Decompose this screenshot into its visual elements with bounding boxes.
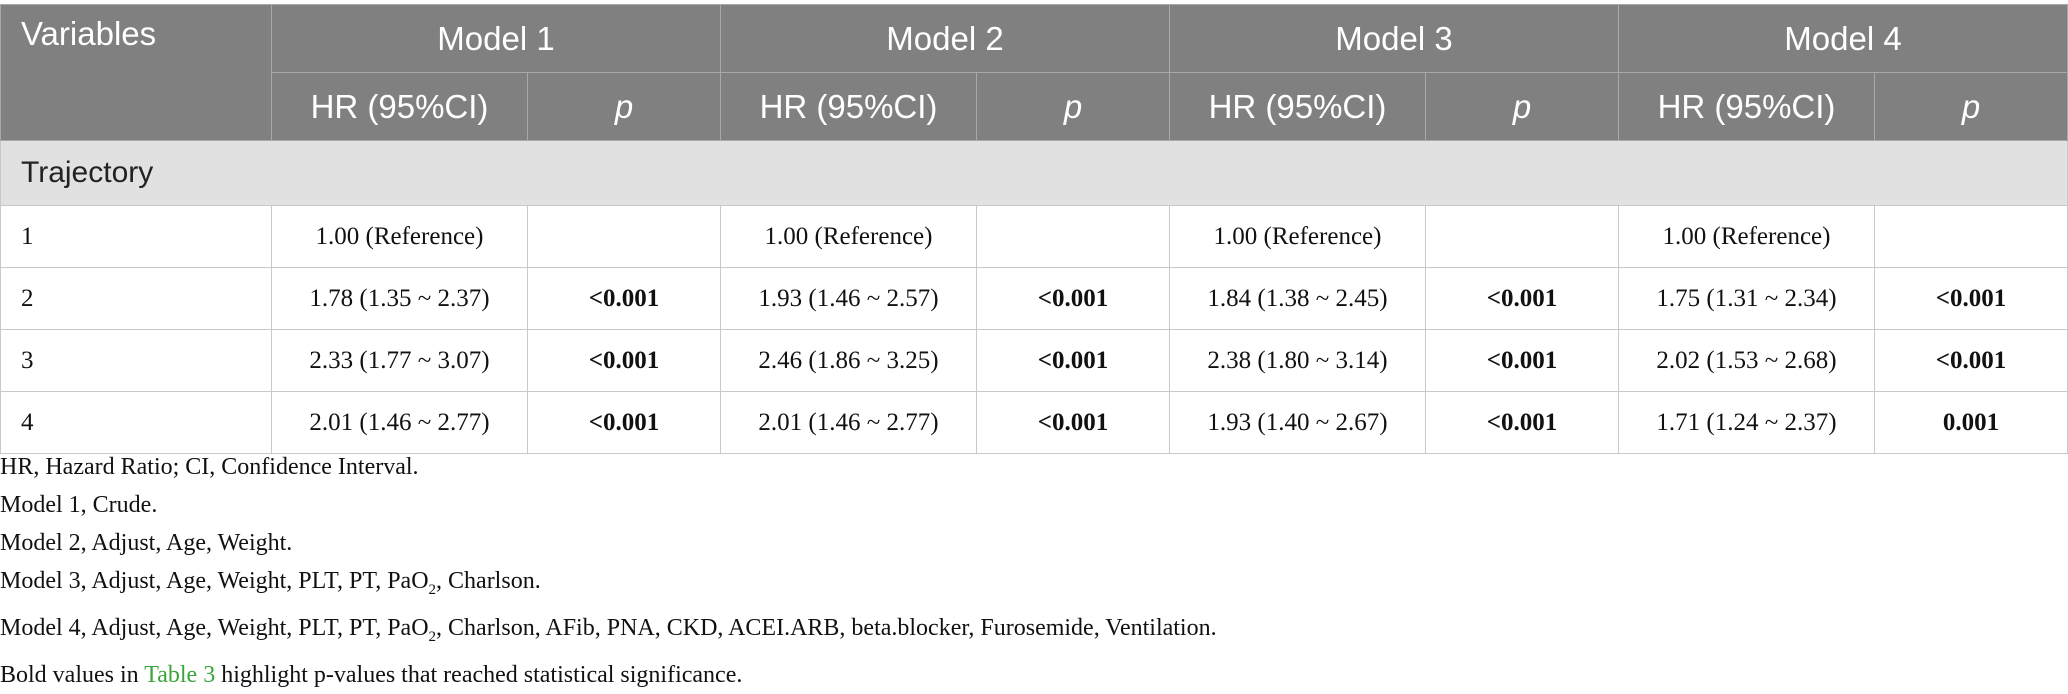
footnote-text: highlight p-values that reached statisti… [215, 661, 743, 688]
p-cell: <0.001 [527, 391, 721, 454]
header-model-2: Model 2 [720, 4, 1170, 73]
table-row: 1 1.00 (Reference) 1.00 (Reference) 1.00… [0, 205, 2068, 268]
row-label: 4 [0, 391, 272, 454]
footnote-text: , Charlson, AFib, PNA, CKD, ACEI.ARB, be… [436, 614, 1217, 641]
subscript: 2 [428, 581, 437, 598]
results-table: Variables Model 1 Model 2 Model 3 Model … [0, 4, 2068, 454]
hr-cell: 1.75 (1.31 ~ 2.34) [1618, 267, 1875, 330]
section-row: Trajectory [0, 140, 2068, 206]
header-variables: Variables [0, 4, 272, 141]
hr-cell: 1.71 (1.24 ~ 2.37) [1618, 391, 1875, 454]
header-row-stats: HR (95%CI) p HR (95%CI) p HR (95%CI) p H… [1, 72, 2068, 141]
hr-cell: 1.00 (Reference) [271, 205, 528, 268]
table-row: 4 2.01 (1.46 ~ 2.77) <0.001 2.01 (1.46 ~… [0, 391, 2068, 454]
hr-cell: 2.38 (1.80 ~ 3.14) [1169, 329, 1426, 392]
footnote-text: , Charlson. [436, 568, 541, 594]
p-cell [1425, 205, 1619, 268]
p-cell: <0.001 [1425, 329, 1619, 392]
p-cell: <0.001 [976, 391, 1170, 454]
hr-cell: 2.46 (1.86 ~ 3.25) [720, 329, 977, 392]
p-cell: <0.001 [1874, 267, 2068, 330]
table-link[interactable]: Table 3 [144, 661, 216, 688]
table-row: 3 2.33 (1.77 ~ 3.07) <0.001 2.46 (1.86 ~… [0, 329, 2068, 392]
hr-cell: 1.00 (Reference) [1169, 205, 1426, 268]
p-cell: <0.001 [1425, 391, 1619, 454]
section-title: Trajectory [0, 140, 2068, 206]
hr-cell: 2.01 (1.46 ~ 2.77) [271, 391, 528, 454]
hr-cell: 1.00 (Reference) [720, 205, 977, 268]
table-footnotes: HR, Hazard Ratio; CI, Confidence Interva… [0, 448, 1217, 694]
table-row: 2 1.78 (1.35 ~ 2.37) <0.001 1.93 (1.46 ~… [0, 267, 2068, 330]
hr-cell: 1.00 (Reference) [1618, 205, 1875, 268]
header-hr: HR (95%CI) [271, 72, 528, 141]
header-row-models: Variables Model 1 Model 2 Model 3 Model … [0, 4, 2068, 141]
subscript: 2 [428, 628, 437, 645]
header-model-3: Model 3 [1169, 4, 1619, 73]
hr-cell: 1.93 (1.46 ~ 2.57) [720, 267, 977, 330]
row-label: 3 [0, 329, 272, 392]
hr-cell: 1.84 (1.38 ~ 2.45) [1169, 267, 1426, 330]
hr-cell: 2.01 (1.46 ~ 2.77) [720, 391, 977, 454]
p-cell: <0.001 [1874, 329, 2068, 392]
p-cell [976, 205, 1170, 268]
header-p: p [976, 72, 1170, 141]
header-model-1: Model 1 [271, 4, 721, 73]
p-cell: <0.001 [976, 267, 1170, 330]
p-cell: 0.001 [1874, 391, 2068, 454]
footnote: Model 3, Adjust, Age, Weight, PLT, PT, P… [0, 562, 1217, 609]
p-cell [1874, 205, 2068, 268]
header-hr: HR (95%CI) [720, 72, 977, 141]
header-hr: HR (95%CI) [1618, 72, 1875, 141]
row-label: 2 [0, 267, 272, 330]
header-hr: HR (95%CI) [1169, 72, 1426, 141]
footnote: Model 4, Adjust, Age, Weight, PLT, PT, P… [0, 609, 1217, 656]
p-cell: <0.001 [527, 267, 721, 330]
p-cell: <0.001 [1425, 267, 1619, 330]
footnote: HR, Hazard Ratio; CI, Confidence Interva… [0, 454, 419, 480]
header-model-4: Model 4 [1618, 4, 2068, 73]
footnote: Model 1, Crude. [0, 492, 158, 518]
p-cell [527, 205, 721, 268]
header-p: p [527, 72, 721, 141]
p-cell: <0.001 [527, 329, 721, 392]
footnote: Bold values in Table 3 highlight p-value… [0, 656, 1217, 694]
p-cell: <0.001 [976, 329, 1170, 392]
footnote-text: Bold values in [0, 661, 145, 688]
hr-cell: 2.33 (1.77 ~ 3.07) [271, 329, 528, 392]
header-p: p [1874, 72, 2068, 141]
footnote-text: Model 4, Adjust, Age, Weight, PLT, PT, P… [0, 614, 429, 641]
hr-cell: 1.78 (1.35 ~ 2.37) [271, 267, 528, 330]
hr-cell: 2.02 (1.53 ~ 2.68) [1618, 329, 1875, 392]
row-label: 1 [0, 205, 272, 268]
footnote-text: Model 3, Adjust, Age, Weight, PLT, PT, P… [0, 568, 429, 594]
footnote: Model 2, Adjust, Age, Weight. [0, 530, 293, 556]
header-p: p [1425, 72, 1619, 141]
hr-cell: 1.93 (1.40 ~ 2.67) [1169, 391, 1426, 454]
